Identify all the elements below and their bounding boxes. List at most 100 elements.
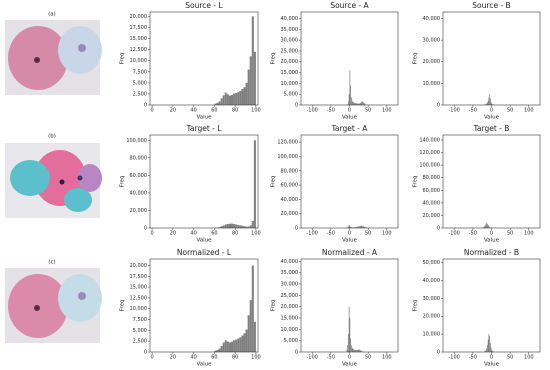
y-tick-label: 20,000 [281,211,299,217]
histogram-bar [235,93,238,105]
x-tick-label: -100 [449,108,460,114]
y-tick-label: 20,000 [130,14,148,20]
y-tick-label: 2,500 [133,91,147,97]
chart-title: Source - B [472,1,510,10]
x-tick-label: 0 [490,355,493,361]
chart-title: Target - B [473,124,510,133]
x-tick-label: -50 [327,231,335,237]
y-tick-label: 20,000 [423,314,441,320]
x-axis-label: Value [342,362,358,368]
x-tick-label: 80 [232,355,238,361]
x-tick-label: 0 [348,231,351,237]
y-tick-label: 2,500 [133,339,147,345]
histogram-bar [489,94,491,105]
histogram-bar [214,350,217,352]
histogram-bar [487,102,488,105]
y-tick-label: 7,500 [133,317,147,323]
histogram-bar [355,350,357,352]
chart-title: Normalized - L [177,248,232,257]
histogram-bar [350,338,351,352]
histogram-bar [365,104,366,105]
x-tick-label: -50 [327,355,335,361]
x-tick-label: 50 [365,108,371,114]
y-tick-label: 50,000 [423,260,441,266]
histogram-bar [350,226,351,228]
x-tick-label: 60 [211,355,217,361]
cell-images [5,20,102,343]
histogram-bar [353,102,355,105]
histogram-bar [350,227,352,228]
y-tick-label: 120,000 [419,150,440,156]
y-tick-label: 20,000 [130,208,148,214]
chart-title: Source - L [185,1,223,10]
histogram-bar [350,345,352,352]
histogram-bar [241,335,244,352]
y-tick-label: 25,000 [281,48,299,54]
y-tick-label: 25,000 [281,293,299,299]
nucleus [34,57,40,63]
histogram-bar [239,90,242,105]
histogram-bar [249,300,252,352]
y-tick-label: 120,000 [277,140,298,146]
histogram-bar [235,339,238,352]
histogram-bar [361,351,363,352]
x-axis-label: Value [196,238,212,244]
y-tick-label: 20,000 [281,59,299,65]
nucleus [59,179,65,185]
histogram-bar [362,101,363,105]
histogram-bar [490,343,491,352]
histogram-bar [489,335,491,352]
histogram-bar [224,92,227,105]
histogram-bar [351,100,353,105]
y-tick-label: 0 [295,226,298,232]
x-tick-label: 80 [232,108,238,114]
histogram-bar [353,349,355,352]
y-axis-label: Freq [120,176,126,188]
histogram-bar [483,227,485,228]
histogram-bar [365,227,366,228]
nucleus [77,175,83,181]
histogram-bar [348,226,349,228]
histogram-bar [247,69,250,105]
y-tick-label: 40,000 [423,200,441,206]
histogram-bar [220,345,223,352]
histogram-bar [347,227,349,228]
histogram-bar [361,101,363,105]
y-tick-label: 30,000 [423,38,441,44]
y-tick-label: 40,000 [281,16,299,22]
histogram-bar [353,102,354,105]
histogram-bar [489,227,491,228]
y-tick-label: 5,000 [284,92,298,98]
histogram-bar [485,224,487,228]
y-tick-label: 12,500 [130,295,148,301]
x-tick-label: 40 [190,355,196,361]
x-tick-label: -50 [469,355,477,361]
y-tick-label: 5,000 [133,328,147,334]
y-tick-label: 100,000 [419,163,440,169]
y-axis-label: Freq [413,176,419,188]
histogram-bar [487,224,489,228]
histogram-bar [354,227,356,228]
y-tick-label: 10,000 [281,81,299,87]
histogram-bar [352,348,354,352]
histogram-bar [218,348,221,352]
y-tick-label: 30,000 [281,38,299,44]
x-tick-label: 100 [382,231,392,237]
x-tick-label: -50 [469,231,477,237]
y-tick-label: 0 [144,350,147,356]
y-tick-label: 60,000 [130,173,148,179]
x-tick-label: 100 [251,355,261,361]
x-axis-label: Value [342,115,358,121]
histogram-bar [353,227,355,228]
histogram-bar [350,97,352,105]
x-tick-label: 100 [524,108,534,114]
y-tick-label: 40,000 [281,259,299,265]
histogram-bar [356,350,357,352]
y-tick-label: 80,000 [130,155,148,161]
y-tick-label: 15,000 [130,36,148,42]
cell [78,164,102,192]
histogram-bar [358,349,360,352]
histogram-bar [350,85,351,105]
cell [10,160,50,196]
